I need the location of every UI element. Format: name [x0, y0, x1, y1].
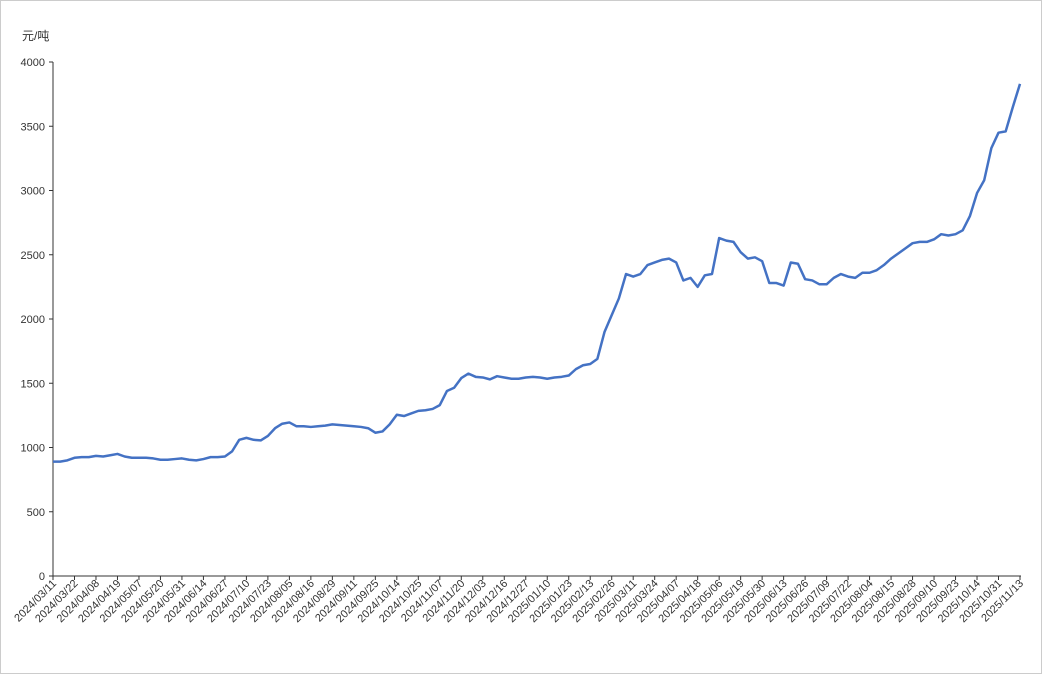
y-tick-label: 1000	[21, 443, 45, 455]
line-series	[53, 83, 1022, 463]
y-axis-unit: 元/吨	[22, 29, 49, 43]
y-tick-label: 3500	[21, 121, 45, 133]
y-tick-label: 1500	[21, 378, 45, 390]
y-tick-label: 2000	[21, 314, 45, 326]
y-tick-label: 0	[39, 571, 45, 583]
y-tick-label: 4000	[21, 57, 45, 69]
y-tick-label: 3000	[21, 186, 45, 198]
y-tick-label: 2500	[21, 250, 45, 262]
y-tick-label: 500	[27, 507, 45, 519]
